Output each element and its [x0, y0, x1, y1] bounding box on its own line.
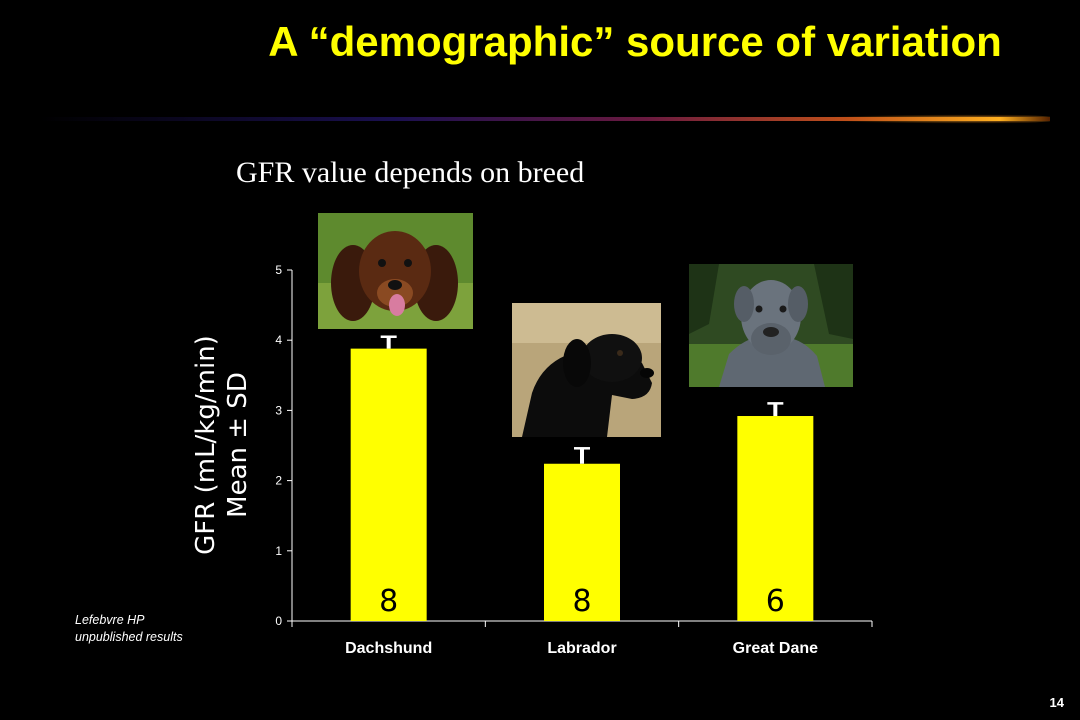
y-tick-label: 4	[275, 333, 282, 347]
y-tick-label: 2	[275, 474, 282, 488]
great-dane-photo	[689, 264, 853, 387]
labrador-photo	[512, 303, 661, 437]
y-axis-label-line1: GFR (mL/kg/min)	[191, 335, 221, 555]
bar-labrador	[544, 463, 620, 621]
source-author: Lefebvre HP	[75, 613, 145, 627]
y-tick-label: 5	[275, 263, 282, 277]
y-axis-label: GFR (mL/kg/min) Mean ± SD	[190, 335, 254, 555]
y-axis-label-line2: Mean ± SD	[223, 372, 253, 518]
x-category-label: Great Dane	[733, 640, 818, 657]
source-status: unpublished results	[75, 630, 183, 644]
y-tick-label: 3	[275, 403, 282, 417]
slide-subtitle: GFR value depends on breed	[236, 156, 585, 189]
dachshund-photo	[318, 213, 473, 329]
y-tick-label: 1	[275, 544, 282, 558]
bar-great-dane	[737, 416, 814, 621]
sample-size-label: 8	[379, 584, 398, 619]
bar-dachshund	[350, 348, 427, 621]
slide-title: A “demographic” source of variation	[268, 18, 1002, 65]
y-tick-label: 0	[275, 614, 282, 628]
sample-size-label: 6	[766, 584, 785, 619]
source-note: Lefebvre HP unpublished results	[75, 612, 183, 646]
x-category-label: Labrador	[547, 640, 616, 657]
page-number: 14	[1049, 695, 1064, 710]
x-category-label: Dachshund	[345, 640, 432, 657]
sample-size-label: 8	[572, 584, 591, 619]
decorative-divider	[40, 110, 1050, 128]
